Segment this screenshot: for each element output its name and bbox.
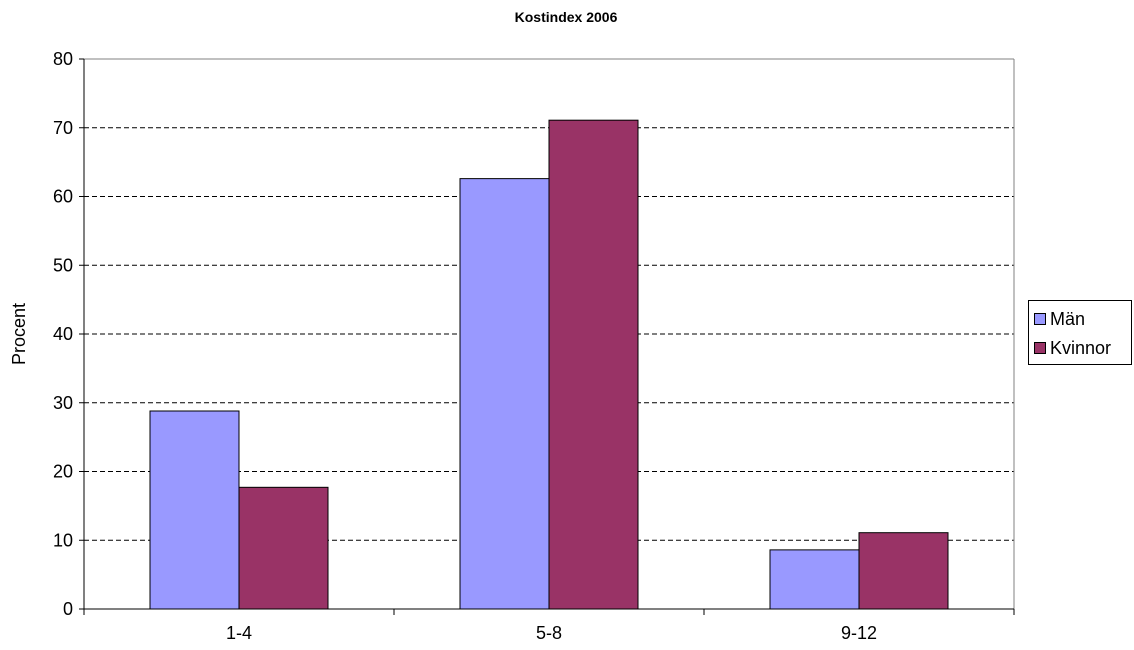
legend-label-kvinnor: Kvinnor <box>1050 338 1111 359</box>
y-tick-label-80: 80 <box>53 49 73 69</box>
legend-label-man: Män <box>1050 309 1085 330</box>
y-tick-label-0: 0 <box>63 599 73 619</box>
y-axis-label: Procent <box>9 303 29 365</box>
legend-swatch-kvinnor <box>1034 342 1046 354</box>
bar-9-12-Kvinnor <box>859 533 948 609</box>
y-tick-label-60: 60 <box>53 187 73 207</box>
bars <box>150 120 948 609</box>
x-tick-label-5-8: 5-8 <box>536 623 562 643</box>
bar-1-4-Kvinnor <box>239 487 328 609</box>
x-tick-label-9-12: 9-12 <box>841 623 877 643</box>
legend-item-kvinnor: Kvinnor <box>1034 337 1111 359</box>
x-tick-label-1-4: 1-4 <box>226 623 252 643</box>
bar-5-8-Kvinnor <box>549 120 638 609</box>
y-tick-label-40: 40 <box>53 324 73 344</box>
chart-title: Kostindex 2006 <box>515 9 618 25</box>
y-tick-label-70: 70 <box>53 118 73 138</box>
bar-9-12-Män <box>770 550 859 609</box>
y-tick-label-10: 10 <box>53 530 73 550</box>
legend: Män Kvinnor <box>1028 300 1132 365</box>
legend-swatch-man <box>1034 313 1046 325</box>
y-tick-label-20: 20 <box>53 462 73 482</box>
y-tick-labels: 0 10 20 30 40 50 60 70 80 <box>53 49 73 619</box>
legend-item-man: Män <box>1034 308 1085 330</box>
x-tick-labels: 1-4 5-8 9-12 <box>226 623 877 643</box>
y-tick-label-30: 30 <box>53 393 73 413</box>
bar-1-4-Män <box>150 411 239 609</box>
bar-5-8-Män <box>460 179 549 609</box>
y-tick-label-50: 50 <box>53 255 73 275</box>
